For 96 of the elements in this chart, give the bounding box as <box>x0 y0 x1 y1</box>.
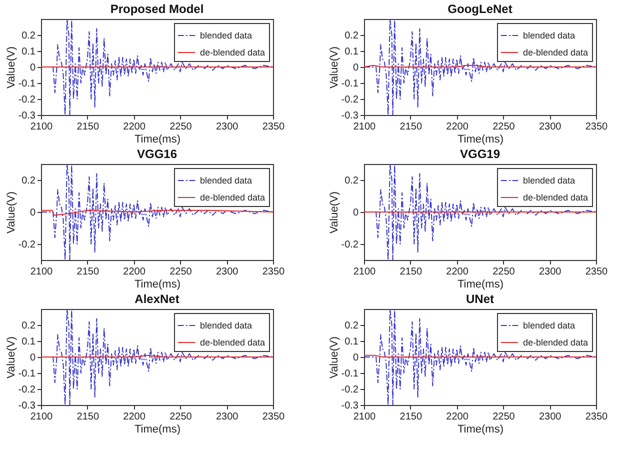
x-tick-label: 2200 <box>446 412 469 422</box>
x-tick-label: 2150 <box>400 412 422 422</box>
legend-label: blended data <box>200 320 252 330</box>
y-tick-label: 0.2 <box>22 176 36 186</box>
x-tick-label: 2250 <box>170 122 192 132</box>
y-tick-label: 0.1 <box>22 46 36 58</box>
x-tick-label: 2200 <box>446 266 469 278</box>
x-tick-label: 2350 <box>585 122 608 132</box>
x-tick-label: 2300 <box>216 412 239 422</box>
y-tick-label: -0.2 <box>18 384 36 396</box>
x-tick-label: 2350 <box>585 412 608 422</box>
legend-label: de-blended data <box>523 338 588 348</box>
x-tick-label: 2300 <box>216 266 239 278</box>
legend-label: blended data <box>523 320 576 330</box>
x-tick-label: 2350 <box>262 266 286 278</box>
x-tick-label: 2150 <box>76 266 100 278</box>
y-tick-label: 0.2 <box>344 30 359 42</box>
x-tick-label: 2350 <box>262 412 286 422</box>
x-tick-label: 2150 <box>76 122 100 132</box>
x-tick-label: 2300 <box>538 412 562 422</box>
y-tick-label: 0.2 <box>22 320 36 332</box>
legend-label: blended data <box>200 176 252 186</box>
y-tick-label: -0.2 <box>341 240 359 250</box>
y-tick-label: -0.3 <box>18 110 36 122</box>
y-axis-title: Value(V) <box>328 46 340 88</box>
x-axis-title: Time(ms) <box>134 424 181 436</box>
chart-title: AlexNet <box>134 292 180 306</box>
x-tick-label: 2150 <box>76 412 100 422</box>
chart-title: VGG19 <box>460 147 500 161</box>
y-tick-label: -0.1 <box>18 368 36 380</box>
x-tick-label: 2250 <box>170 266 192 278</box>
y-tick-label: 0.1 <box>344 46 359 58</box>
legend-label: de-blended data <box>523 192 588 202</box>
x-tick-label: 2250 <box>170 412 192 422</box>
y-tick-label: -0.2 <box>341 94 359 106</box>
y-tick-label: 0.2 <box>22 30 36 42</box>
y-tick-label: -0.2 <box>341 384 359 396</box>
x-tick-label: 2100 <box>30 122 54 132</box>
y-tick-label: -0.1 <box>341 368 359 380</box>
y-tick-label: 0.1 <box>344 336 359 348</box>
x-tick-label: 2200 <box>123 122 146 132</box>
x-tick-label: 2200 <box>446 122 469 132</box>
legend-label: de-blended data <box>200 338 266 348</box>
y-tick-label: 0 <box>30 352 36 364</box>
chart-title: GoogLeNet <box>448 2 512 16</box>
y-tick-label: 0 <box>30 62 36 74</box>
y-tick-label: 0 <box>352 62 359 74</box>
y-tick-label: -0.1 <box>18 78 36 90</box>
chart-title: Proposed Model <box>110 2 204 16</box>
chart-title: UNet <box>466 292 494 306</box>
y-tick-label: 0.2 <box>344 176 359 186</box>
x-tick-label: 2300 <box>538 266 562 278</box>
x-tick-label: 2100 <box>353 122 376 132</box>
legend-label: de-blended data <box>200 192 266 202</box>
y-tick-label: 0.2 <box>344 320 359 332</box>
x-tick-label: 2100 <box>353 412 376 422</box>
x-tick-label: 2200 <box>123 412 146 422</box>
y-axis-title: Value(V) <box>328 192 340 234</box>
x-axis-title: Time(ms) <box>457 278 504 290</box>
y-tick-label: -0.1 <box>341 78 359 90</box>
y-axis-title: Value(V) <box>5 192 18 234</box>
x-tick-label: 2350 <box>585 266 608 278</box>
legend-label: blended data <box>523 30 576 40</box>
x-axis-title: Time(ms) <box>134 278 181 290</box>
y-tick-label: 0 <box>352 352 359 364</box>
y-tick-label: -0.3 <box>341 400 359 412</box>
x-tick-label: 2100 <box>353 266 376 278</box>
x-tick-label: 2150 <box>400 122 422 132</box>
y-tick-label: -0.2 <box>18 240 36 250</box>
x-axis-title: Time(ms) <box>134 134 181 146</box>
x-tick-label: 2100 <box>30 412 54 422</box>
x-tick-label: 2300 <box>538 122 562 132</box>
y-tick-label: 0.1 <box>22 336 36 348</box>
y-axis-title: Value(V) <box>5 336 18 378</box>
legend-label: blended data <box>200 30 252 40</box>
x-axis-title: Time(ms) <box>457 134 504 146</box>
x-tick-label: 2100 <box>30 266 54 278</box>
y-tick-label: 0 <box>30 208 36 218</box>
y-tick-label: -0.2 <box>18 94 36 106</box>
x-tick-label: 2150 <box>400 266 422 278</box>
x-tick-label: 2300 <box>216 122 239 132</box>
y-tick-label: -0.3 <box>18 400 36 412</box>
legend-label: de-blended data <box>523 48 588 58</box>
x-tick-label: 2200 <box>123 266 146 278</box>
x-tick-label: 2250 <box>492 122 516 132</box>
y-axis-title: Value(V) <box>328 336 340 378</box>
x-axis-title: Time(ms) <box>457 424 504 436</box>
legend-label: de-blended data <box>200 48 266 58</box>
chart-title: VGG16 <box>136 147 178 161</box>
x-tick-label: 2350 <box>262 122 286 132</box>
x-tick-label: 2250 <box>492 266 516 278</box>
legend-label: blended data <box>523 176 576 186</box>
y-axis-title: Value(V) <box>5 46 18 88</box>
y-tick-label: -0.3 <box>341 110 359 122</box>
y-tick-label: 0 <box>352 208 359 218</box>
x-tick-label: 2250 <box>492 412 516 422</box>
